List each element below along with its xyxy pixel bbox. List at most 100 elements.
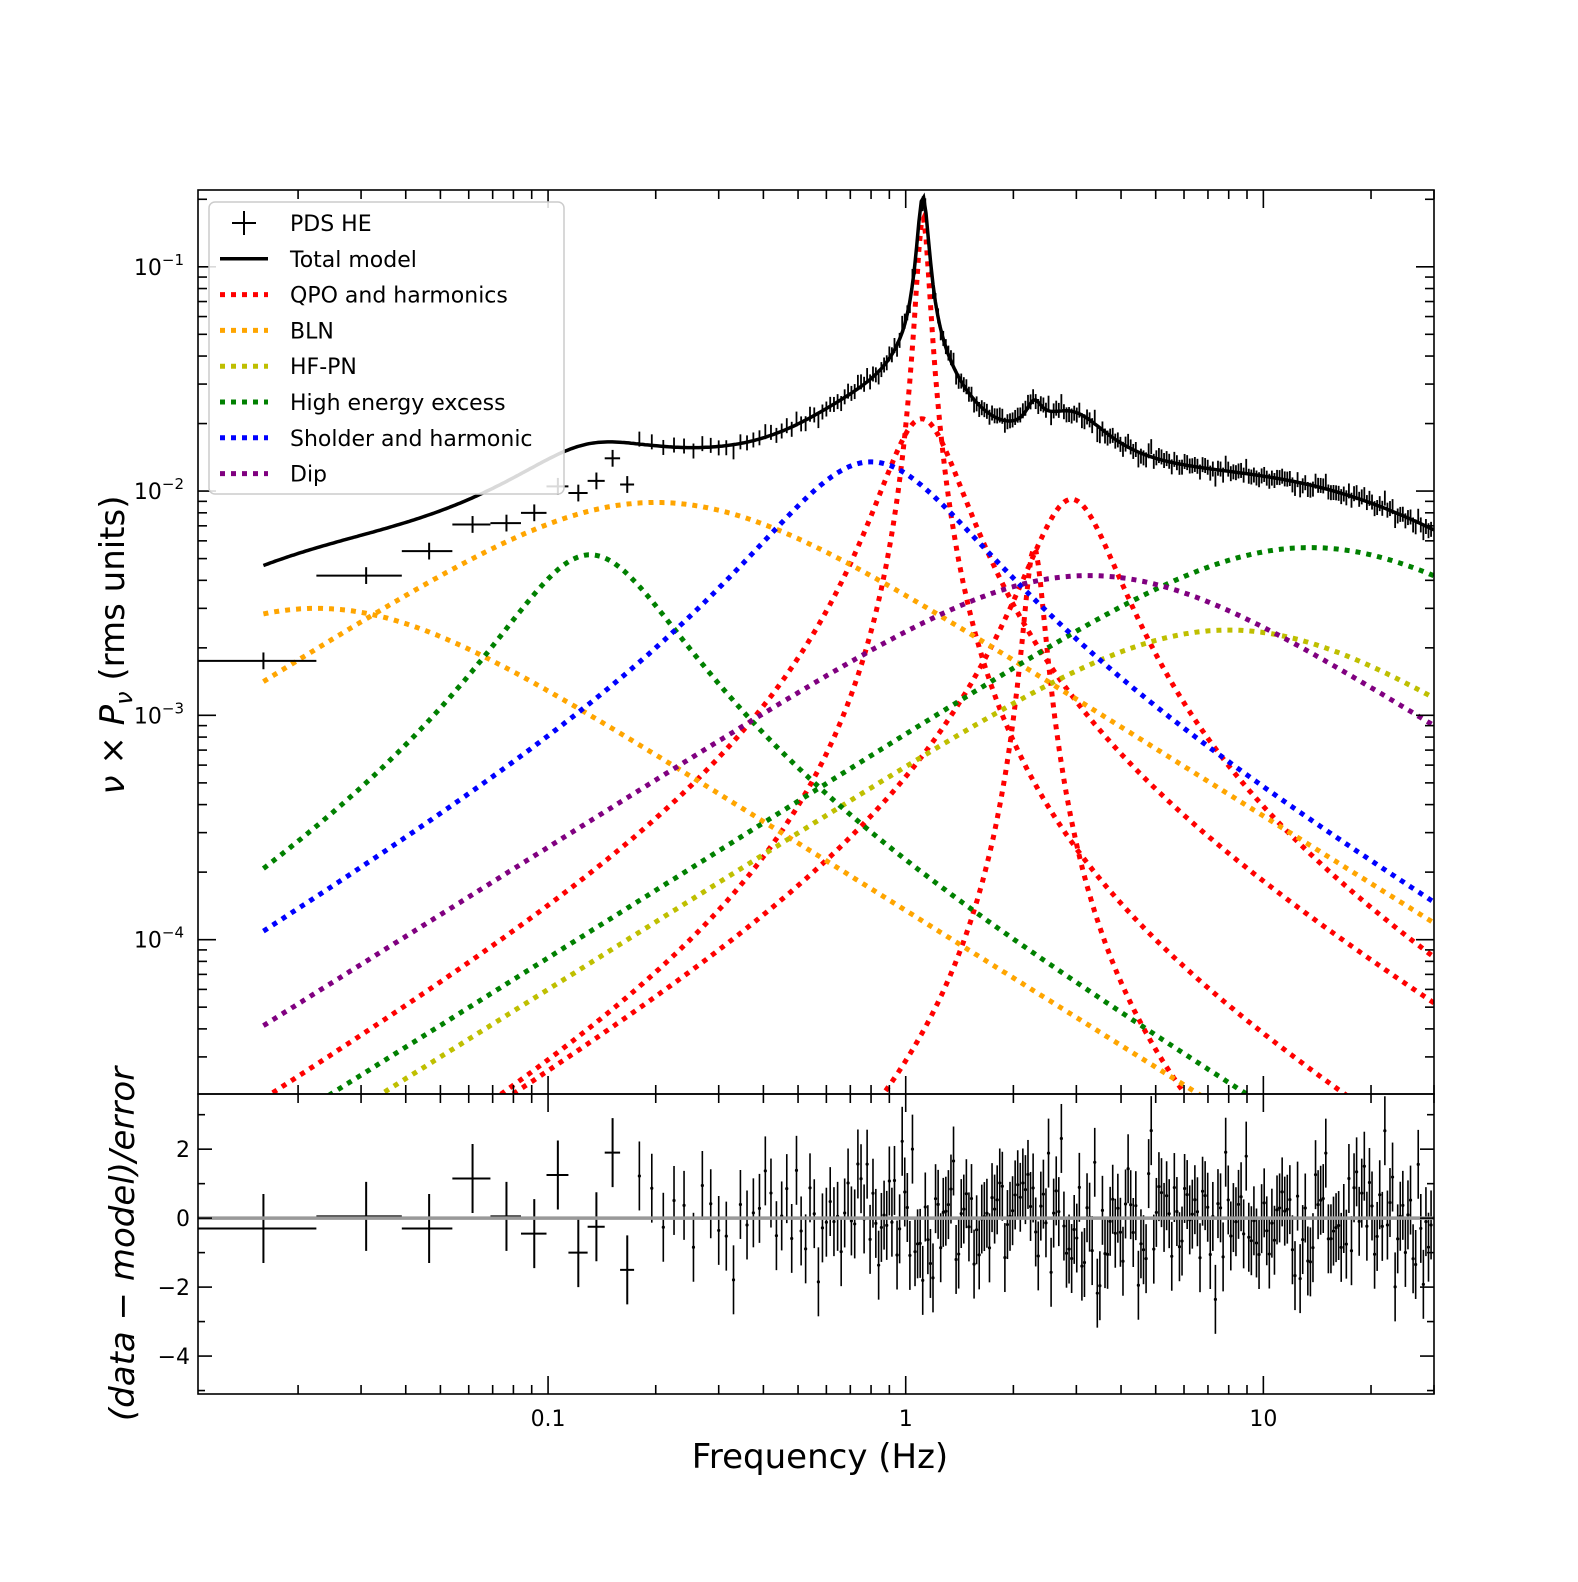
residual-point-211 — [1303, 1206, 1307, 1210]
axis-ticks — [198, 190, 1435, 1394]
residual-point-135 — [1108, 1219, 1112, 1223]
residual-point-41 — [865, 1162, 869, 1166]
bottom-panel-frame — [197, 1093, 1435, 1395]
residual-point-103 — [1026, 1172, 1030, 1177]
component-curve-11 — [262, 573, 1434, 1028]
residual-point-133 — [1103, 1252, 1107, 1256]
residual-point-258 — [1424, 1220, 1428, 1224]
residual-point-3 — [661, 1225, 665, 1229]
residual-point-217 — [1319, 1198, 1323, 1202]
residual-point-203 — [1283, 1209, 1287, 1213]
residual-point-252 — [1408, 1198, 1413, 1202]
residual-point-74 — [951, 1159, 956, 1163]
residual-point-169 — [1195, 1210, 1200, 1214]
residual-point-75 — [954, 1257, 958, 1262]
residual-point-10 — [724, 1234, 728, 1238]
residual-point-192 — [1254, 1241, 1259, 1245]
residual-point-13 — [745, 1223, 749, 1227]
residual-point-230 — [1352, 1186, 1356, 1190]
residual-point-111 — [1046, 1151, 1051, 1155]
y-tick-label-top-1: 10−1 — [134, 251, 184, 281]
residual-point-247 — [1396, 1237, 1400, 1241]
residual-point-106 — [1034, 1230, 1038, 1234]
residual-point-131 — [1098, 1284, 1102, 1288]
residual-point-129 — [1093, 1160, 1097, 1164]
residual-point-104 — [1028, 1204, 1033, 1209]
residual-point-224 — [1337, 1223, 1341, 1228]
residual-point-208 — [1295, 1194, 1300, 1198]
residual-point-220 — [1326, 1237, 1330, 1241]
residual-point-82 — [972, 1262, 976, 1266]
ylabel-sub: ν — [110, 691, 138, 704]
x-axis-label: Frequency (Hz) — [692, 1437, 948, 1477]
residual-point-63 — [923, 1205, 927, 1209]
residual-point-154 — [1157, 1185, 1161, 1189]
legend-label-4: BLN — [290, 319, 334, 344]
residual-point-259 — [1426, 1245, 1431, 1249]
residual-point-62 — [921, 1278, 925, 1282]
residual-point-26 — [812, 1212, 816, 1216]
residual-point-191 — [1252, 1219, 1256, 1223]
residual-point-218 — [1321, 1196, 1325, 1201]
residual-point-77 — [959, 1211, 963, 1216]
residual-point-87 — [985, 1211, 989, 1215]
component-curve-3 — [508, 496, 1434, 1094]
residual-point-21 — [790, 1236, 794, 1241]
residual-point-44 — [874, 1221, 878, 1225]
residual-point-78 — [962, 1207, 966, 1211]
residual-point-232 — [1357, 1219, 1361, 1223]
ylabel-nu: ν — [93, 775, 133, 794]
residual-point-25 — [808, 1186, 812, 1190]
residual-point-59 — [913, 1250, 917, 1254]
residual-point-110 — [1044, 1221, 1048, 1225]
residual-point-8 — [709, 1202, 713, 1206]
residual-point-54 — [900, 1139, 904, 1143]
residual-point-115 — [1057, 1210, 1061, 1214]
residual-point-49 — [887, 1179, 891, 1183]
y-tick-label-bottom-2: 0 — [176, 1207, 190, 1232]
residual-point-84 — [977, 1253, 981, 1257]
residual-point-214 — [1311, 1246, 1315, 1250]
residual-point-155 — [1159, 1191, 1164, 1195]
residual-point-145 — [1134, 1204, 1138, 1208]
residual-point-80 — [967, 1225, 971, 1229]
residual-point-47 — [882, 1213, 886, 1217]
y-tick-label-bottom-3: −2 — [158, 1276, 190, 1301]
ylabel-times: × — [93, 725, 133, 775]
residual-point-170 — [1198, 1256, 1202, 1260]
residual-point-72 — [946, 1203, 950, 1207]
residual-point-58 — [910, 1147, 915, 1151]
residual-point-124 — [1080, 1264, 1084, 1268]
residual-point-243 — [1385, 1223, 1390, 1227]
residual-point-9 — [717, 1228, 721, 1233]
residual-point-132 — [1100, 1208, 1105, 1212]
residual-point-18 — [774, 1234, 779, 1238]
residual-point-22 — [794, 1168, 799, 1172]
residual-point-186 — [1239, 1195, 1243, 1199]
residual-point-125 — [1082, 1260, 1087, 1265]
residual-point-39 — [859, 1177, 863, 1181]
residual-point-4 — [672, 1198, 676, 1203]
residual-point-56 — [905, 1205, 909, 1210]
residual-point-181 — [1226, 1198, 1230, 1202]
residual-point-38 — [856, 1162, 860, 1166]
residual-point-199 — [1272, 1238, 1277, 1242]
residual-point-57 — [908, 1253, 912, 1258]
residual-point-76 — [957, 1252, 961, 1256]
residual-point-239 — [1375, 1234, 1379, 1239]
residual-point-223 — [1334, 1226, 1338, 1230]
residual-point-126 — [1085, 1206, 1089, 1210]
residual-point-35 — [846, 1181, 850, 1185]
residual-point-91 — [995, 1198, 999, 1202]
residual-point-254 — [1414, 1262, 1418, 1267]
residual-point-197 — [1267, 1252, 1271, 1256]
residual-point-242 — [1383, 1129, 1387, 1133]
residual-point-253 — [1411, 1257, 1415, 1261]
residual-point-93 — [1000, 1184, 1004, 1188]
residual-point-234 — [1362, 1164, 1366, 1168]
residual-point-201 — [1277, 1206, 1282, 1210]
legend-label-8: Dip — [290, 463, 327, 488]
residual-point-71 — [944, 1209, 948, 1213]
residual-point-14 — [751, 1211, 755, 1215]
